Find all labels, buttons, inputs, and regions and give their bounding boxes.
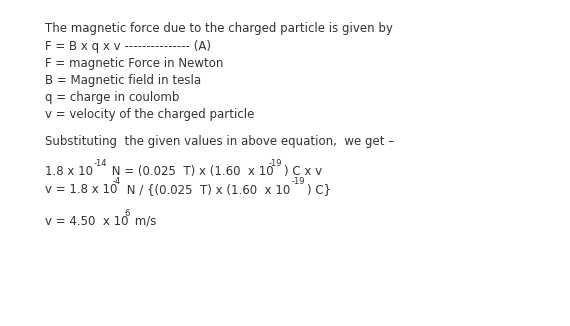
Text: B = Magnetic field in tesla: B = Magnetic field in tesla xyxy=(45,74,201,87)
Text: -19: -19 xyxy=(292,177,306,186)
Text: 1.8 x 10: 1.8 x 10 xyxy=(45,165,93,178)
Text: -19: -19 xyxy=(269,159,283,168)
Text: v = 1.8 x 10: v = 1.8 x 10 xyxy=(45,183,117,196)
Text: v = velocity of the charged particle: v = velocity of the charged particle xyxy=(45,108,254,121)
Text: v = 4.50  x 10: v = 4.50 x 10 xyxy=(45,215,128,228)
Text: ) C}: ) C} xyxy=(307,183,331,196)
Text: -14: -14 xyxy=(94,159,108,168)
Text: -4: -4 xyxy=(113,177,121,186)
Text: N = (0.025  T) x (1.60  x 10: N = (0.025 T) x (1.60 x 10 xyxy=(108,165,274,178)
Text: ) C x v: ) C x v xyxy=(284,165,322,178)
Text: Substituting  the given values in above equation,  we get –: Substituting the given values in above e… xyxy=(45,135,394,148)
Text: 6: 6 xyxy=(124,209,129,218)
Text: F = B x q x v --------------- (A): F = B x q x v --------------- (A) xyxy=(45,40,211,53)
Text: F = magnetic Force in Newton: F = magnetic Force in Newton xyxy=(45,57,223,70)
Text: q = charge in coulomb: q = charge in coulomb xyxy=(45,91,180,104)
Text: The magnetic force due to the charged particle is given by: The magnetic force due to the charged pa… xyxy=(45,22,393,35)
Text: m/s: m/s xyxy=(131,215,156,228)
Text: N / {(0.025  T) x (1.60  x 10: N / {(0.025 T) x (1.60 x 10 xyxy=(123,183,290,196)
